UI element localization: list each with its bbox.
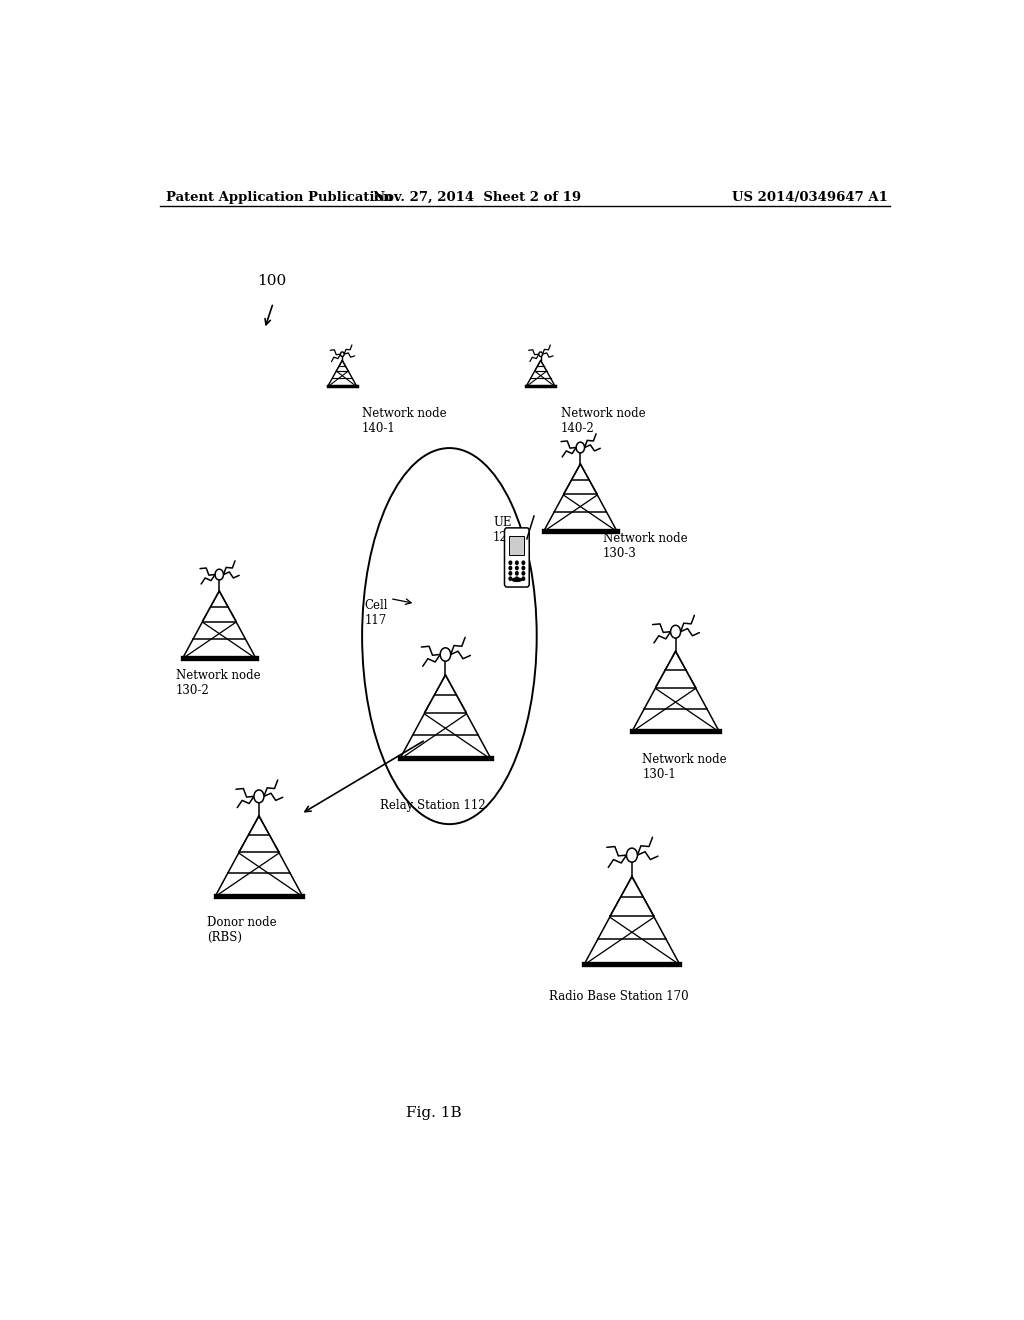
Circle shape	[440, 648, 451, 661]
Text: US 2014/0349647 A1: US 2014/0349647 A1	[732, 191, 888, 203]
Text: Nov. 27, 2014  Sheet 2 of 19: Nov. 27, 2014 Sheet 2 of 19	[373, 191, 582, 203]
Circle shape	[509, 572, 512, 576]
Text: Donor node
(RBS): Donor node (RBS)	[207, 916, 276, 944]
Circle shape	[577, 442, 585, 453]
Text: Network node
140-1: Network node 140-1	[362, 408, 446, 436]
Text: UE
120: UE 120	[494, 516, 515, 544]
Circle shape	[254, 789, 264, 803]
Circle shape	[509, 561, 512, 565]
FancyBboxPatch shape	[505, 528, 529, 587]
Circle shape	[515, 572, 518, 576]
Text: Radio Base Station 170: Radio Base Station 170	[549, 990, 688, 1003]
Circle shape	[515, 566, 518, 570]
Circle shape	[509, 577, 512, 581]
Bar	[509, 536, 524, 554]
Ellipse shape	[512, 578, 522, 582]
Circle shape	[671, 626, 681, 638]
Circle shape	[522, 566, 524, 570]
Text: Fig. 1B: Fig. 1B	[406, 1106, 462, 1119]
Circle shape	[522, 572, 524, 576]
Text: Network node
130-3: Network node 130-3	[602, 532, 687, 561]
Circle shape	[215, 569, 223, 579]
Circle shape	[627, 849, 637, 862]
Circle shape	[515, 577, 518, 581]
Text: Cell
117: Cell 117	[365, 598, 388, 627]
Circle shape	[522, 561, 524, 565]
Text: 100: 100	[257, 275, 287, 289]
Circle shape	[515, 561, 518, 565]
Text: Patent Application Publication: Patent Application Publication	[166, 191, 393, 203]
Circle shape	[522, 577, 524, 581]
Text: Network node
140-2: Network node 140-2	[560, 408, 645, 436]
Circle shape	[340, 352, 344, 356]
Text: Network node
130-2: Network node 130-2	[176, 669, 260, 697]
Text: Network node
130-1: Network node 130-1	[642, 752, 727, 781]
Circle shape	[539, 352, 543, 356]
Text: Relay Station 112: Relay Station 112	[380, 799, 486, 812]
Circle shape	[509, 566, 512, 570]
